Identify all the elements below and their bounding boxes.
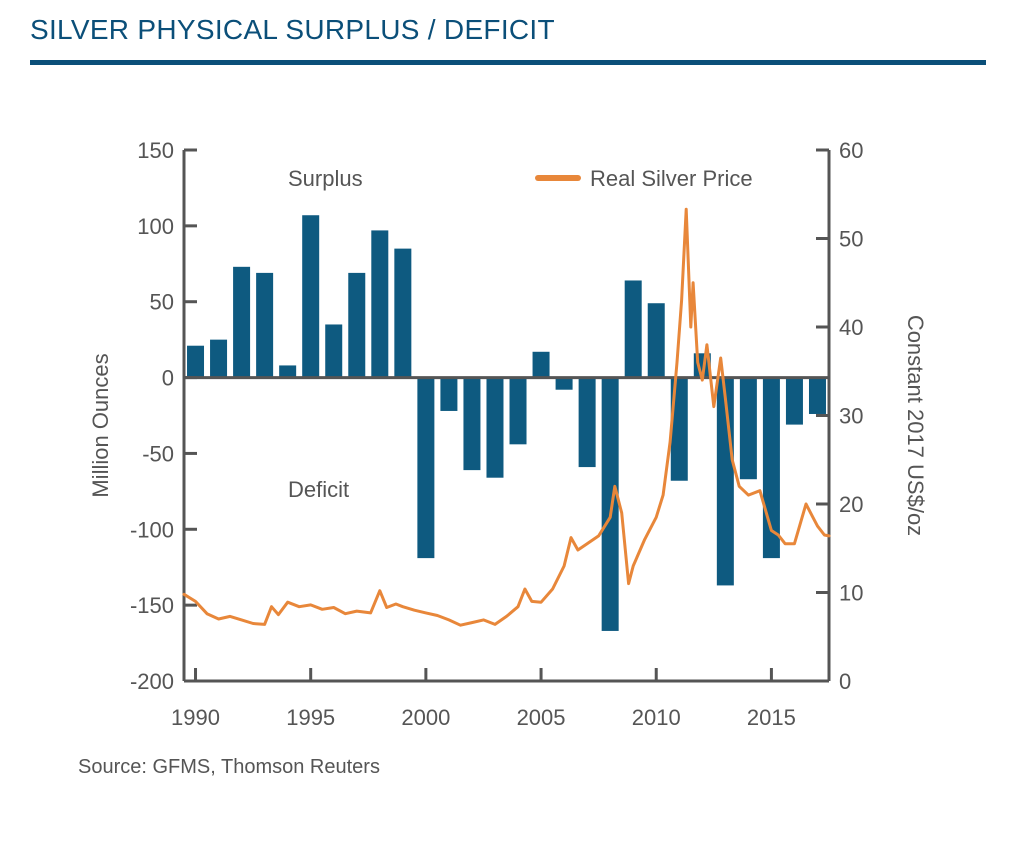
y-right-tick-label: 10 [839,581,863,606]
annotation-deficit: Deficit [288,477,349,502]
bar-2017 [808,377,826,414]
bar-2002 [463,377,481,471]
bar-1997 [348,272,366,378]
title-rule [30,60,986,65]
bar-2011 [670,377,688,481]
annotation-surplus: Surplus [288,166,363,191]
y-right-tick-label: 60 [839,138,863,163]
bar-2006 [555,377,573,390]
y-left-tick-label: -150 [130,593,174,618]
bar-2003 [486,377,504,478]
bar-1990 [187,345,205,378]
y-right-tick-label: 50 [839,227,863,252]
x-tick-label: 2000 [401,705,450,730]
y-left-axis-label: Million Ounces [88,353,113,497]
bar-1999 [394,248,412,378]
y-right-tick-label: 0 [839,669,851,694]
bar-2001 [440,377,458,411]
labels-group: 150100500-50-100-150-2006050403020100199… [88,138,928,730]
bar-2008 [601,377,619,631]
price-line [182,207,831,627]
x-tick-label: 2010 [632,705,681,730]
bar-2016 [785,377,803,425]
price-line-group [182,207,831,627]
y-right-tick-label: 30 [839,404,863,429]
y-left-tick-label: 150 [137,138,174,163]
bar-2010 [647,303,665,378]
bar-2005 [532,351,550,378]
bar-1993 [256,272,274,378]
bar-2009 [624,280,642,378]
y-left-tick-label: -50 [142,441,174,466]
bar-1994 [279,365,297,378]
bar-1992 [233,266,251,378]
source-note: Source: GFMS, Thomson Reuters [78,756,380,778]
bar-2007 [578,377,596,468]
y-left-tick-label: -100 [130,517,174,542]
bar-1996 [325,324,343,378]
bar-2014 [739,377,757,480]
x-tick-label: 2015 [747,705,796,730]
legend-label: Real Silver Price [590,166,753,191]
bars-group [187,215,826,631]
y-left-tick-label: -200 [130,669,174,694]
y-right-tick-label: 20 [839,492,863,517]
chart-title: SILVER PHYSICAL SURPLUS / DEFICIT [30,14,555,45]
y-left-tick-label: 100 [137,214,174,239]
y-left-tick-label: 50 [150,290,174,315]
x-tick-label: 1990 [171,705,220,730]
y-right-axis-label: Constant 2017 US$/oz [903,315,928,536]
x-tick-label: 1995 [286,705,335,730]
bar-1998 [371,230,389,378]
y-left-tick-label: 0 [162,366,174,391]
y-right-tick-label: 40 [839,315,863,340]
bar-2000 [417,377,435,559]
bar-2004 [509,377,527,445]
bar-1991 [210,339,228,378]
x-tick-label: 2005 [517,705,566,730]
bar-1995 [302,215,320,378]
